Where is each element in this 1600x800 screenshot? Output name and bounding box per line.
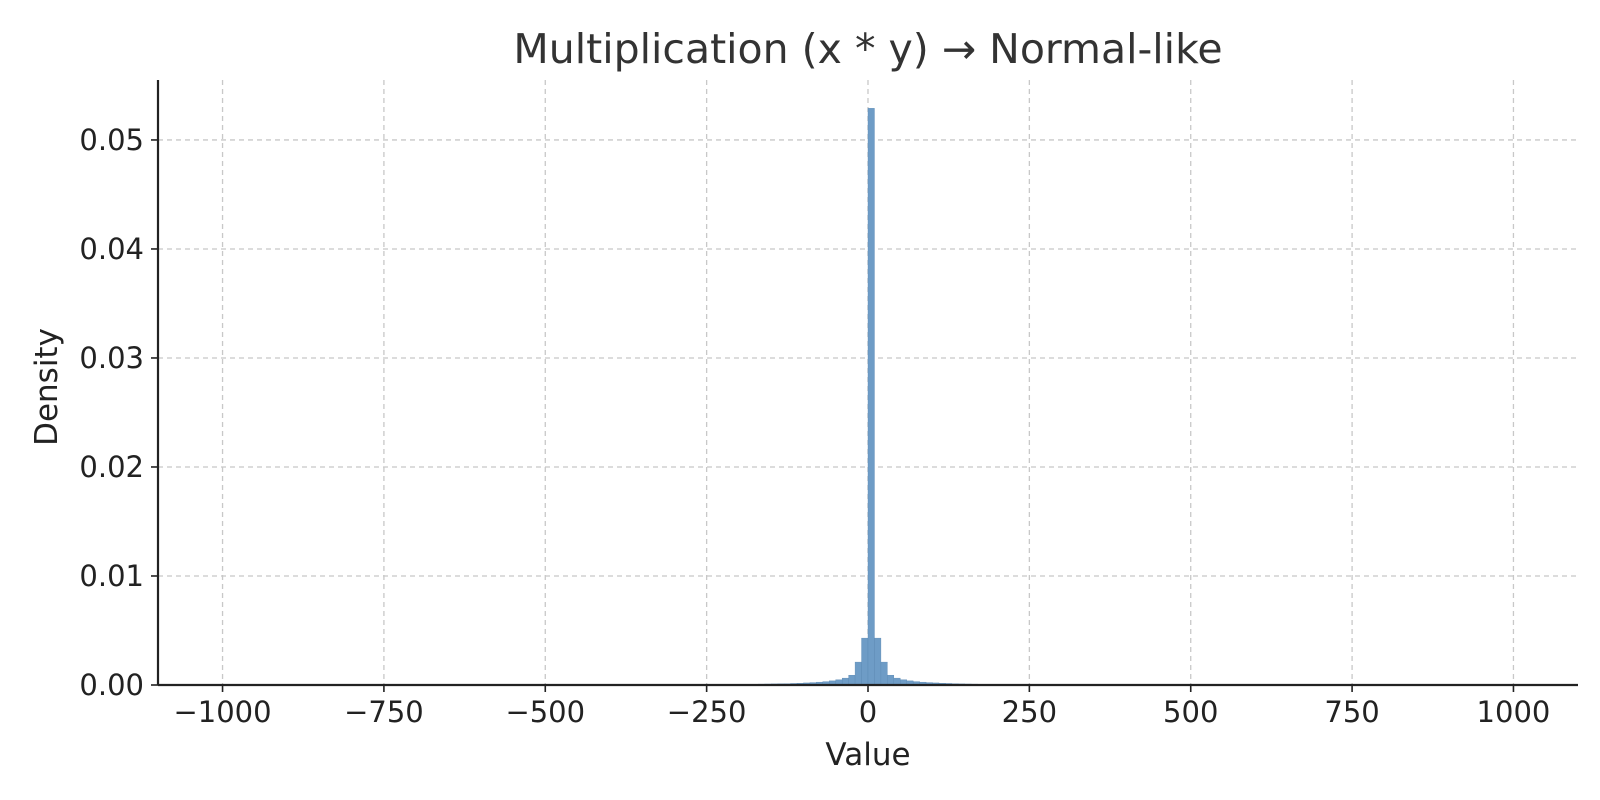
y-axis-label: Density	[29, 328, 65, 446]
histogram-bar	[874, 637, 882, 686]
x-tick-label: 250	[1002, 695, 1057, 729]
y-tick-label: 0.05	[79, 123, 144, 157]
histogram-bar	[854, 661, 862, 686]
histogram-bars	[758, 108, 978, 686]
y-tick-label: 0.04	[79, 232, 144, 266]
y-tick-label: 0.02	[79, 450, 144, 484]
y-tick-label: 0.03	[79, 341, 144, 375]
x-axis-ticks: −1000 −750 −500 −250 0 250 500 750 1000	[173, 685, 1550, 729]
histogram-bar	[867, 108, 875, 686]
chart-title: Multiplication (x * y) → Normal-like	[513, 25, 1222, 73]
x-tick-label: −250	[667, 695, 747, 729]
histogram-bar	[880, 661, 888, 686]
x-tick-label: −750	[344, 695, 424, 729]
y-tick-label: 0.01	[79, 559, 144, 593]
x-tick-label: 1000	[1477, 695, 1551, 729]
x-axis-label: Value	[825, 737, 910, 773]
histogram-bar	[861, 637, 869, 686]
x-tick-label: 500	[1163, 695, 1218, 729]
y-tick-label: 0.00	[79, 668, 144, 702]
x-tick-label: −1000	[173, 695, 271, 729]
x-tick-label: 750	[1324, 695, 1379, 729]
histogram-bar	[887, 674, 895, 686]
x-tick-label: −500	[505, 695, 585, 729]
histogram-bar	[848, 674, 856, 686]
x-tick-label: 0	[859, 695, 877, 729]
grid-lines	[158, 80, 1578, 685]
y-axis-ticks: 0.00 0.01 0.02 0.03 0.04 0.05	[79, 123, 158, 702]
